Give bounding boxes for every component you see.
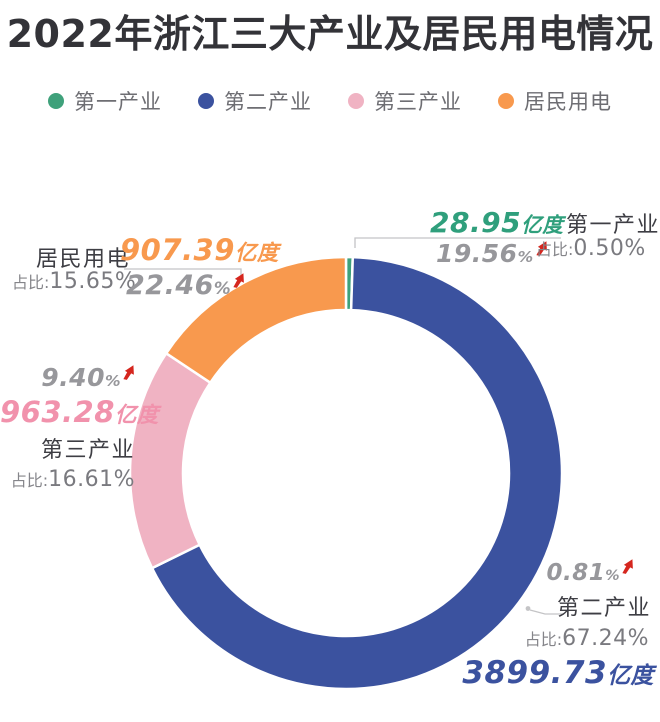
tertiary-value: 963.28亿度 (0, 395, 159, 429)
leader-line (529, 609, 564, 615)
tertiary-callout: 9.40% 963.28亿度 第三产业 占比:16.61% (0, 363, 159, 495)
residential-name: 居民用电 (36, 247, 131, 272)
legend-item-tertiary: 第三产业 (348, 86, 462, 116)
legend-item-secondary: 第二产业 (198, 86, 312, 116)
legend-label: 居民用电 (524, 90, 612, 114)
tertiary-share: 占比:16.61% (10, 467, 135, 492)
donut-slice-第二产业 (150, 255, 564, 691)
secondary-callout: 0.81% 第二产业 占比:67.24% 3899.73亿度 (424, 558, 654, 695)
primary-industry-dot-icon (48, 93, 64, 109)
residential-dot-icon (498, 93, 514, 109)
rise-arrow-icon (123, 365, 134, 380)
leader-dot (525, 606, 531, 611)
legend: 第一产业 第二产业 第三产业 居民用电 (0, 86, 660, 116)
residential-growth: 22.46% (126, 270, 245, 301)
donut-slice-居民用电 (164, 255, 348, 384)
residential-value: 907.39亿度 (120, 233, 279, 267)
secondary-industry-dot-icon (198, 93, 214, 109)
tertiary-industry-dot-icon (348, 93, 364, 109)
secondary-growth: 0.81% (424, 558, 654, 586)
secondary-share: 占比:67.24% (524, 626, 649, 651)
primary-name: 第一产业 (566, 213, 660, 238)
leader-line (124, 268, 242, 276)
secondary-name: 第二产业 (556, 596, 651, 621)
secondary-value: 3899.73亿度 (462, 655, 654, 691)
donut-slice-第三产业 (128, 352, 212, 570)
rise-arrow-icon (536, 241, 547, 256)
legend-label: 第三产业 (374, 90, 462, 114)
tertiary-name: 第三产业 (40, 438, 135, 463)
page-title: 2022年浙江三大产业及居民用电情况 (6, 12, 654, 56)
legend-label: 第二产业 (224, 90, 312, 114)
primary-value: 28.95亿度 (430, 206, 564, 239)
rise-arrow-icon (233, 273, 245, 288)
primary-share: 占比:0.50% (536, 236, 646, 261)
legend-label: 第一产业 (74, 90, 162, 114)
rise-arrow-icon (622, 559, 633, 574)
primary-growth: 19.56% (436, 239, 548, 268)
legend-item-primary: 第一产业 (48, 86, 162, 116)
residential-share: 占比:15.65% (12, 269, 137, 294)
leader-line (354, 237, 561, 248)
legend-item-residential: 居民用电 (498, 86, 612, 116)
tertiary-growth: 9.40% (0, 363, 135, 392)
